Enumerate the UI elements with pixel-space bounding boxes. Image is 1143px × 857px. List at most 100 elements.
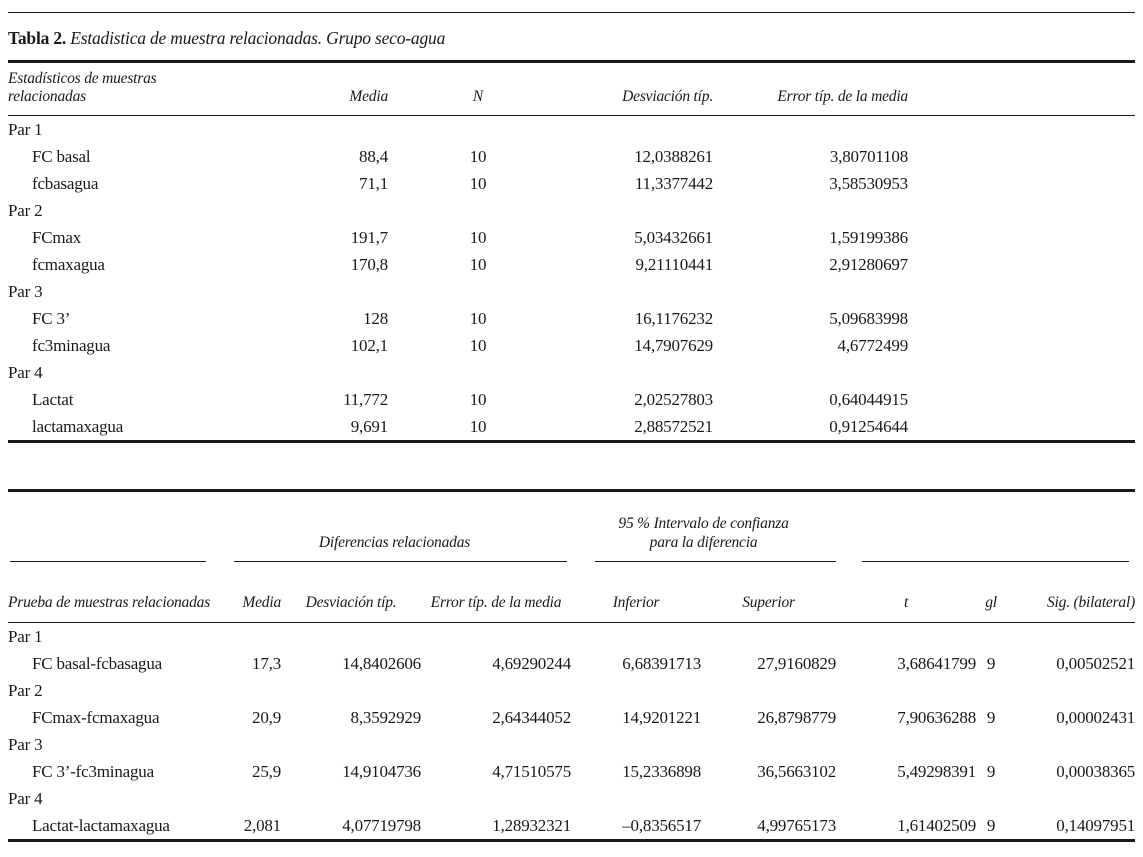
cell-gl: 9 bbox=[986, 708, 996, 727]
group-label: Par 3 bbox=[8, 282, 43, 301]
cell-sem: 2,91280697 bbox=[829, 255, 908, 274]
t2-header-t: t bbox=[836, 562, 977, 623]
table-row: Lactat 11,772 10 2,02527803 0,64044915 bbox=[8, 386, 1135, 413]
cell-media: 102,1 bbox=[350, 336, 388, 355]
group-label: Par 2 bbox=[8, 201, 43, 220]
table-row: lactamaxagua 9,691 10 2,88572521 0,91254644 bbox=[8, 413, 1135, 442]
cell-gl: 9 bbox=[986, 762, 996, 781]
group-label: Par 1 bbox=[8, 120, 43, 139]
row-label: fcbasagua bbox=[32, 174, 99, 193]
table-row: FC 3’ 128 10 16,1176232 5,09683998 bbox=[8, 305, 1135, 332]
t2-header-stub: Prueba de muestras relacionadas bbox=[8, 562, 218, 623]
cell-sd: 12,0388261 bbox=[634, 147, 713, 166]
table-row: FC 3’-fc3minagua 25,9 14,9104736 4,71510575… bbox=[8, 758, 1135, 785]
cell-sig: 0,00002431 bbox=[1056, 708, 1136, 727]
cell-inferior: –0,8356517 bbox=[622, 816, 702, 835]
cell-n: 10 bbox=[469, 255, 487, 274]
cell-sem: 1,59199386 bbox=[829, 228, 908, 247]
row-label: fc3minagua bbox=[32, 336, 111, 355]
t1-header-media: Media bbox=[228, 61, 388, 116]
cell-sig: 0,00038365 bbox=[1056, 762, 1136, 781]
t1-header-sd: Desviación típ. bbox=[568, 61, 713, 116]
t2-header-superior: Superior bbox=[701, 562, 837, 623]
row-label: FCmax bbox=[32, 228, 82, 247]
cell-sem: 5,09683998 bbox=[829, 309, 908, 328]
table-row: fcmaxagua 170,8 10 9,21110441 2,91280697 bbox=[8, 251, 1135, 278]
cell-superior: 4,99765173 bbox=[757, 816, 837, 835]
cell-media: 17,3 bbox=[252, 654, 281, 673]
group-row: Par 2 bbox=[8, 197, 1135, 224]
table-row: fc3minagua 102,1 10 14,7907629 4,6772499 bbox=[8, 332, 1135, 359]
top-rule bbox=[8, 12, 1135, 13]
differences-underline bbox=[234, 561, 568, 562]
t2-header-sd: Desviación típ. bbox=[281, 562, 421, 623]
table-row: FC basal 88,4 10 12,0388261 3,80701108 bbox=[8, 143, 1135, 170]
cell-media: 9,691 bbox=[350, 417, 388, 436]
cell-sem: 2,64344052 bbox=[492, 708, 572, 727]
cell-superior: 36,5663102 bbox=[757, 762, 837, 781]
row-label: FC 3’-fc3minagua bbox=[32, 762, 154, 781]
row-label: Lactat-lactamaxagua bbox=[32, 816, 170, 835]
group-row: Par 4 bbox=[8, 359, 1135, 386]
row-label: FCmax-fcmaxagua bbox=[32, 708, 160, 727]
t1-header-n: N bbox=[388, 61, 568, 116]
t2-header-row: Prueba de muestras relacionadas Media De… bbox=[8, 562, 1135, 623]
group-row: Par 3 bbox=[8, 731, 1135, 758]
t1-header-stub: Estadísticos de muestras relacionadas bbox=[8, 61, 228, 116]
cell-gl: 9 bbox=[986, 816, 996, 835]
cell-sem: 4,69290244 bbox=[492, 654, 572, 673]
cell-t: 5,49298391 bbox=[897, 762, 977, 781]
cell-media: 170,8 bbox=[350, 255, 388, 274]
cell-gl: 9 bbox=[986, 654, 996, 673]
cell-sd: 14,7907629 bbox=[634, 336, 713, 355]
cell-inferior: 14,9201221 bbox=[622, 708, 702, 727]
table-caption: Tabla 2. Estadistica de muestra relacion… bbox=[8, 13, 1135, 60]
cell-sem: 3,58530953 bbox=[829, 174, 908, 193]
ci-line2: para la diferencia bbox=[649, 534, 758, 551]
cell-sem: 0,64044915 bbox=[829, 390, 908, 409]
t2-group-header-row: Diferencias relacionadas 95 % Intervalo … bbox=[8, 491, 1135, 562]
table-row: fcbasagua 71,1 10 11,3377442 3,58530953 bbox=[8, 170, 1135, 197]
table-row: FCmax-fcmaxagua 20,9 8,3592929 2,64344052 14… bbox=[8, 704, 1135, 731]
stub-underline bbox=[10, 561, 206, 562]
cell-sd: 14,9104736 bbox=[342, 762, 421, 781]
cell-sem: 4,71510575 bbox=[492, 762, 572, 781]
row-label: fcmaxagua bbox=[32, 255, 105, 274]
cell-sig: 0,14097951 bbox=[1056, 816, 1136, 835]
cell-n: 10 bbox=[469, 147, 487, 166]
cell-media: 2,081 bbox=[243, 816, 281, 835]
cell-t: 7,90636288 bbox=[897, 708, 977, 727]
group-label: Par 1 bbox=[8, 627, 43, 646]
row-label: FC basal bbox=[32, 147, 91, 166]
t2-group-stub bbox=[8, 491, 218, 562]
group-row: Par 3 bbox=[8, 278, 1135, 305]
cell-sd: 2,02527803 bbox=[634, 390, 713, 409]
group-label: Par 3 bbox=[8, 735, 43, 754]
cell-sem: 1,28932321 bbox=[492, 816, 572, 835]
cell-media: 71,1 bbox=[359, 174, 388, 193]
cell-superior: 27,9160829 bbox=[757, 654, 837, 673]
cell-t: 1,61402509 bbox=[897, 816, 977, 835]
row-label: FC 3’ bbox=[32, 309, 71, 328]
t1-header-row: Estadísticos de muestras relacionadas Me… bbox=[8, 61, 1135, 116]
group-label: Par 4 bbox=[8, 789, 43, 808]
tail-underline bbox=[862, 561, 1130, 562]
cell-media: 20,9 bbox=[252, 708, 281, 727]
group-row: Par 1 bbox=[8, 623, 1135, 651]
group-row: Par 1 bbox=[8, 116, 1135, 144]
cell-t: 3,68641799 bbox=[897, 654, 977, 673]
t2-header-sem: Error típ. de la media bbox=[421, 562, 572, 623]
cell-sem: 0,91254644 bbox=[829, 417, 908, 436]
cell-media: 11,772 bbox=[343, 390, 388, 409]
paired-samples-statistics-table: Estadísticos de muestras relacionadas Me… bbox=[8, 60, 1135, 443]
cell-sem: 4,6772499 bbox=[837, 336, 908, 355]
table-number: Tabla 2. bbox=[8, 28, 67, 48]
cell-inferior: 15,2336898 bbox=[622, 762, 702, 781]
group-row: Par 2 bbox=[8, 677, 1135, 704]
table-row: FC basal-fcbasagua 17,3 14,8402606 4,692902… bbox=[8, 650, 1135, 677]
t1-header-filler bbox=[908, 61, 1135, 116]
t2-header-sig: Sig. (bilateral) bbox=[1006, 562, 1135, 623]
t2-header-media: Media bbox=[218, 562, 281, 623]
cell-n: 10 bbox=[469, 417, 487, 436]
